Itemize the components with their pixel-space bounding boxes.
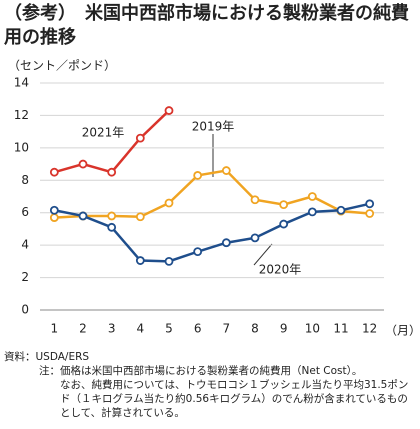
point	[49, 213, 59, 222]
x-tick-label: 10	[305, 322, 320, 336]
note: 価格は米国中西部市場における製粉業者の純費用（Net Cost）。	[60, 365, 363, 377]
point	[78, 211, 88, 221]
point	[307, 192, 317, 201]
point	[307, 207, 317, 217]
point	[164, 256, 174, 266]
point	[250, 233, 260, 243]
y-tick-label: 2	[21, 270, 29, 284]
point	[221, 238, 231, 248]
title: （参考） 米国中西部市場における製粉業者の純費用の推移	[4, 3, 409, 48]
series-label: 2020年	[259, 263, 302, 277]
point	[279, 200, 289, 210]
leader-line	[253, 243, 273, 266]
x-tick-label: 5	[165, 322, 173, 336]
point	[365, 209, 375, 218]
source: 資料：USDA/ERS	[4, 351, 90, 363]
point	[193, 247, 203, 257]
y-tick-label: 10	[14, 140, 29, 154]
x-tick-label: 7	[223, 322, 231, 336]
point	[279, 219, 289, 229]
point	[135, 256, 145, 265]
point	[164, 106, 174, 115]
x-tick-label: 1	[51, 322, 59, 336]
series-label: 2019年	[192, 120, 235, 134]
note: なお、純費用については、トウモロコシ１ブッシェル当たり平均31.5ポンド（１キロ…	[60, 379, 409, 419]
x-tick-label: 11	[333, 322, 348, 336]
point	[135, 212, 145, 222]
x-tick-label: 3	[108, 322, 116, 336]
point	[107, 211, 117, 221]
series-line	[54, 202, 370, 263]
point	[193, 171, 203, 180]
series-line	[54, 169, 370, 219]
point	[107, 222, 117, 232]
y-axis-label: （セント／ポンド）	[8, 59, 116, 73]
point	[221, 166, 231, 175]
x-tick-label: 2	[79, 322, 87, 336]
point	[49, 167, 59, 177]
point	[107, 167, 117, 177]
point	[250, 195, 260, 205]
x-tick-label: 6	[194, 322, 202, 336]
point	[78, 159, 88, 169]
point	[135, 133, 145, 143]
x-tick-label: 12	[362, 322, 377, 336]
y-tick-label: 4	[21, 238, 29, 252]
y-tick-label: 14	[14, 76, 29, 90]
point	[336, 205, 346, 215]
footer: 資料：USDA/ERS 注： 価格は米国中西部市場における製粉業者の純費用（Ne…	[4, 350, 416, 420]
y-tick-label: 12	[14, 108, 29, 122]
x-tick-label: 9	[280, 322, 288, 336]
x-tick-label: 4	[137, 322, 145, 336]
y-tick-label: 8	[21, 173, 29, 187]
point	[164, 198, 174, 208]
y-tick-label: 0	[21, 303, 29, 317]
y-tick-label: 6	[21, 205, 29, 219]
series-line	[53, 109, 170, 174]
point	[365, 199, 375, 209]
x-axis-label: （月）	[385, 324, 420, 338]
series-label: 2021年	[82, 126, 125, 140]
x-tick-label: 8	[251, 322, 259, 336]
point	[49, 205, 59, 215]
note-label: 注：	[39, 365, 60, 377]
